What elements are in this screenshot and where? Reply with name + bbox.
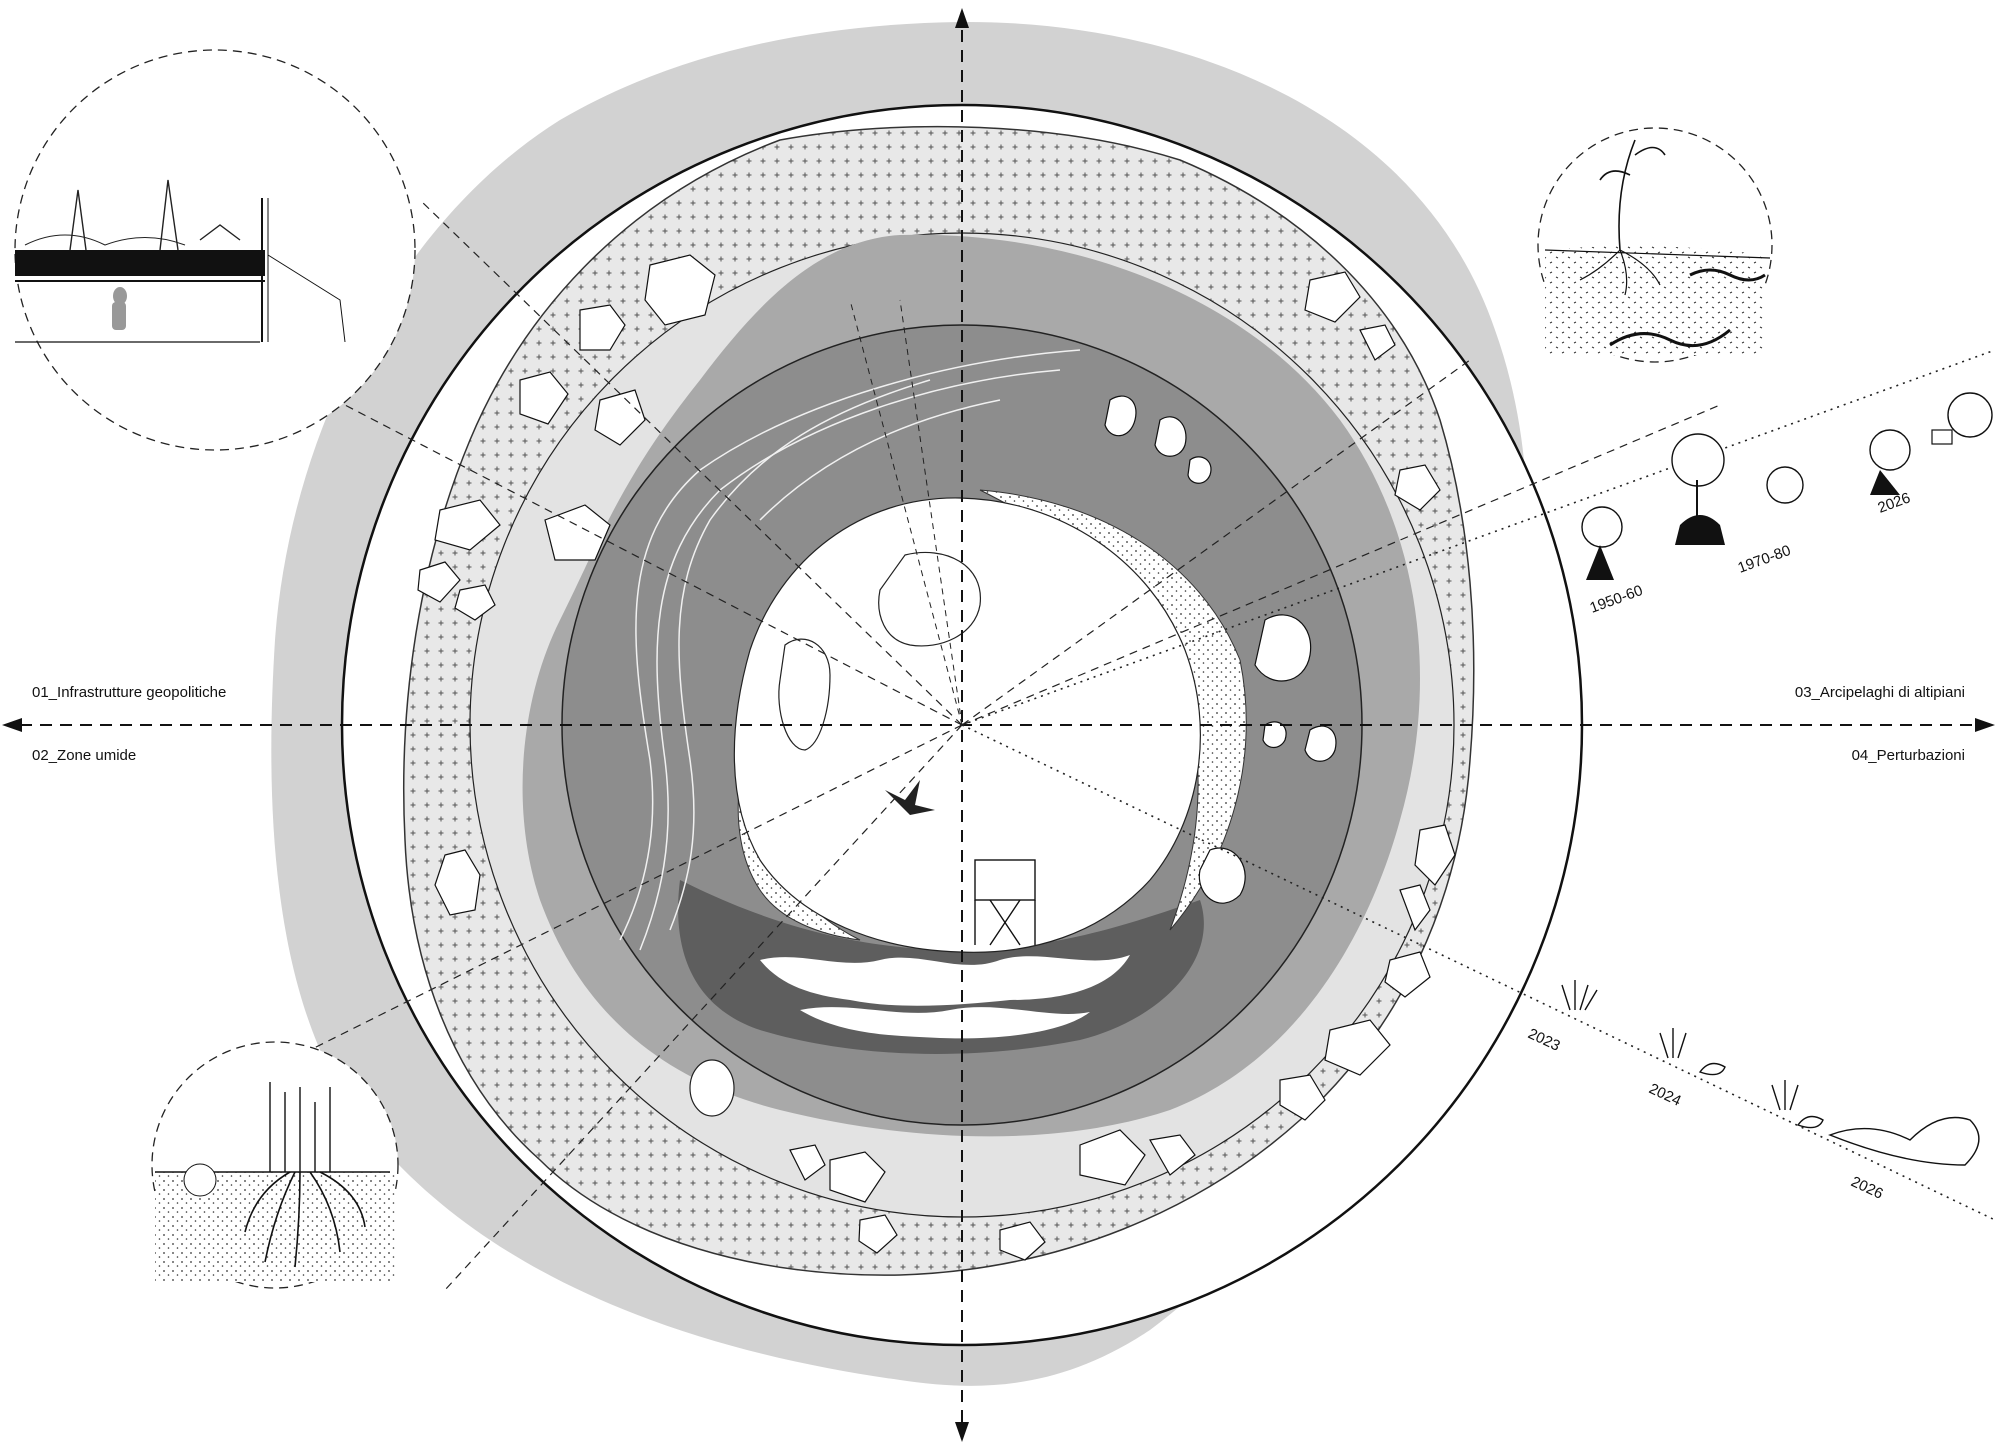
plateau-islands [1104,395,1337,904]
wetland-islands [760,955,1130,1006]
observation-tower [974,859,1036,946]
timeline-lower-label-1: 2023 [1525,1025,1562,1055]
timeline-lower-label-2: 2024 [1646,1080,1683,1110]
timeline-lines [961,349,1996,1221]
horizontal-axis [2,718,1995,732]
label-infrastrutture: 01_Infrastrutture geopolitiche [32,684,226,701]
detail-section-wetlands [151,1041,399,1289]
label-perturbazioni: 04_Perturbazioni [1852,747,1965,764]
detail-section-infrastructure [14,49,416,451]
timeline-lower-grasses [1561,980,1980,1166]
wetland-islands-2 [800,1007,1090,1039]
timeline-upper-label-2: 1970-80 [1736,542,1794,577]
inner-dashed-wedges [849,299,963,726]
timeline-lower-label-3: 2026 [1848,1173,1885,1203]
raised-plateau-island [778,638,831,751]
bird-icon [885,780,935,815]
label-zone-umide: 02_Zone umide [32,747,136,764]
detail-section-plateaus [1537,127,1773,363]
timeline-upper-label-1: 1950-60 [1588,582,1646,617]
rock-clusters [417,254,1456,1261]
timeline-upper-trees [1581,392,1993,580]
fossil-trilobite [689,1059,735,1117]
sector-lines [289,199,1721,1291]
vertical-axis [955,8,969,1442]
label-arcipelaghi: 03_Arcipelaghi di altipiani [1795,684,1965,701]
